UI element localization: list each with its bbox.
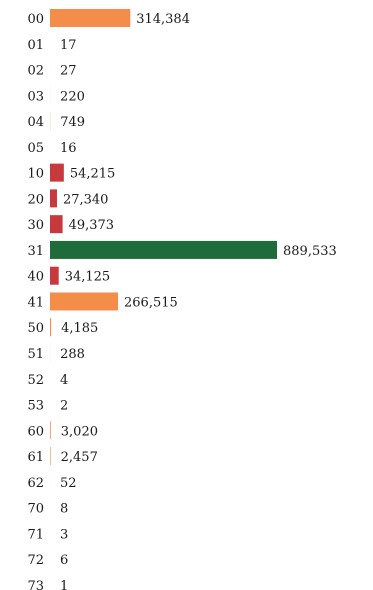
category-label: 73 (27, 579, 44, 590)
bar (50, 266, 59, 285)
value-label: 6 (60, 553, 68, 568)
value-label: 1 (60, 579, 68, 590)
category-label: 53 (27, 399, 44, 414)
category-label: 30 (27, 218, 44, 233)
category-label: 70 (27, 502, 44, 517)
bar (50, 318, 52, 337)
value-label: 288 (60, 347, 85, 362)
category-label: 61 (27, 450, 44, 465)
bar (50, 240, 277, 259)
category-label: 00 (27, 12, 44, 27)
category-label: 40 (27, 270, 44, 285)
value-label: 889,533 (283, 244, 337, 259)
value-label: 8 (60, 502, 68, 517)
category-label: 04 (27, 115, 44, 130)
value-label: 49,373 (69, 218, 115, 233)
category-label: 03 (27, 89, 44, 104)
value-label: 52 (60, 476, 77, 491)
value-label: 2 (60, 399, 68, 414)
category-label: 71 (27, 527, 44, 542)
bar (50, 189, 57, 208)
category-label: 41 (27, 295, 44, 310)
category-label: 51 (27, 347, 44, 362)
bar (50, 447, 51, 466)
value-label: 2,457 (61, 450, 98, 465)
value-label: 34,125 (65, 270, 111, 285)
value-label: 27,340 (63, 192, 109, 207)
value-label: 27 (60, 64, 77, 79)
value-label: 220 (60, 89, 85, 104)
value-label: 4,185 (61, 321, 98, 336)
bar (50, 292, 119, 311)
bar (50, 9, 131, 27)
category-label: 62 (27, 476, 44, 491)
category-label: 72 (27, 553, 44, 568)
value-label: 3 (60, 527, 68, 542)
category-label: 50 (27, 321, 44, 336)
category-label: 10 (27, 167, 44, 182)
bar (50, 163, 64, 182)
value-label: 749 (60, 115, 85, 130)
category-label: 05 (27, 141, 44, 156)
category-label: 02 (27, 64, 44, 79)
category-label: 52 (27, 373, 44, 388)
category-label: 20 (27, 192, 44, 207)
value-label: 16 (60, 141, 77, 156)
category-label: 31 (27, 244, 44, 259)
value-label: 266,515 (124, 295, 178, 310)
category-label: 60 (27, 424, 44, 439)
category-label: 01 (27, 38, 44, 53)
value-label: 314,384 (136, 12, 190, 27)
value-label: 54,215 (70, 167, 116, 182)
bar (50, 215, 63, 234)
bar (50, 421, 51, 440)
value-label: 3,020 (61, 424, 98, 439)
value-label: 4 (60, 373, 68, 388)
value-label: 17 (60, 38, 77, 53)
